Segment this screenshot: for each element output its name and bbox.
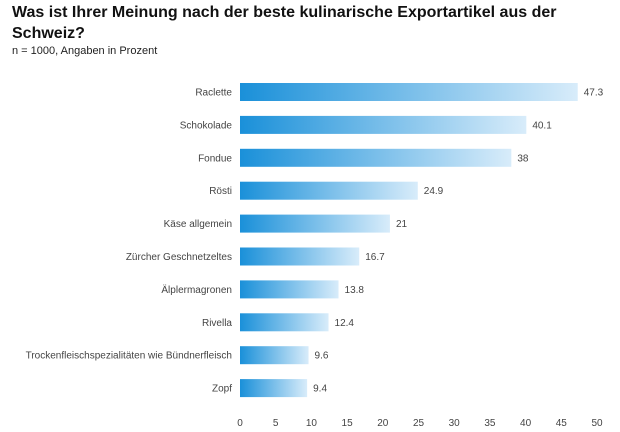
bar [240, 181, 418, 200]
value-label: 9.6 [315, 351, 329, 362]
bar [240, 214, 390, 233]
value-label: 38 [517, 153, 529, 164]
category-label: Käse allgemein [164, 219, 232, 230]
bar [240, 280, 339, 299]
x-tick-label: 15 [342, 418, 354, 429]
category-label: Fondue [198, 153, 232, 164]
category-label: Raclette [195, 88, 232, 99]
bar [240, 247, 360, 266]
x-tick-label: 45 [556, 418, 568, 429]
x-tick-label: 50 [591, 418, 603, 429]
value-label: 16.7 [365, 252, 385, 263]
category-label: Rösti [209, 186, 232, 197]
value-label: 24.9 [424, 186, 444, 197]
bar [240, 346, 309, 365]
chart-subtitle: n = 1000, Angaben in Prozent [12, 45, 158, 57]
category-label: Zürcher Geschnetzeltes [126, 252, 232, 263]
value-label: 21 [396, 219, 408, 230]
x-tick-label: 0 [237, 418, 243, 429]
x-tick-label: 10 [306, 418, 318, 429]
x-tick-label: 20 [377, 418, 389, 429]
value-label: 47.3 [584, 88, 604, 99]
bar [240, 115, 527, 134]
x-tick-label: 40 [520, 418, 532, 429]
x-tick-label: 5 [273, 418, 279, 429]
value-label: 13.8 [345, 285, 365, 296]
bar [240, 313, 329, 332]
x-tick-label: 35 [484, 418, 496, 429]
category-label: Zopf [212, 384, 232, 395]
category-label: Rivella [202, 318, 232, 329]
x-tick-label: 30 [449, 418, 461, 429]
category-label: Trockenfleischspezialitäten wie Bündnerf… [26, 351, 232, 362]
x-axis: 0 5 10 15 20 25 30 35 40 45 50 [237, 418, 603, 429]
bars-layer: Raclette 47.3 Schokolade 40.1 Fondue 38 Rösti 2… [26, 83, 604, 398]
bar [240, 83, 578, 101]
value-label: 9.4 [313, 384, 327, 395]
chart-title: Was ist Ihrer Meinung nach der beste kul… [12, 4, 557, 42]
value-label: 12.4 [335, 318, 355, 329]
bar [240, 148, 512, 167]
category-label: Schokolade [180, 120, 233, 131]
bar [240, 379, 308, 398]
x-tick-label: 25 [413, 418, 425, 429]
category-label: Älplermagronen [161, 284, 232, 296]
value-label: 40.1 [532, 120, 552, 131]
